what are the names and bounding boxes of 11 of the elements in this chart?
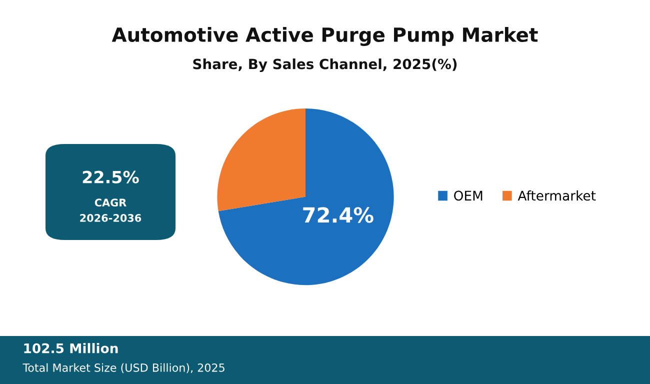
text: 2026-2036: [80, 214, 142, 222]
text: CAGR: [94, 198, 126, 207]
text: 22.5%: [82, 170, 139, 184]
chart-subtitle: Share, By Sales Channel, 2025(%): [193, 58, 457, 72]
chart-title: Automotive Active Purge Pump Market: [112, 26, 538, 46]
data-label: 72.4%: [303, 207, 374, 223]
legend-label: Aftermarket: [518, 190, 596, 201]
text: Total Market Size (USD Billion), 2025: [22, 363, 224, 374]
legend-label: OEM: [454, 190, 482, 201]
pie-slice: [218, 108, 394, 286]
text: 102.5 Million: [24, 343, 118, 354]
